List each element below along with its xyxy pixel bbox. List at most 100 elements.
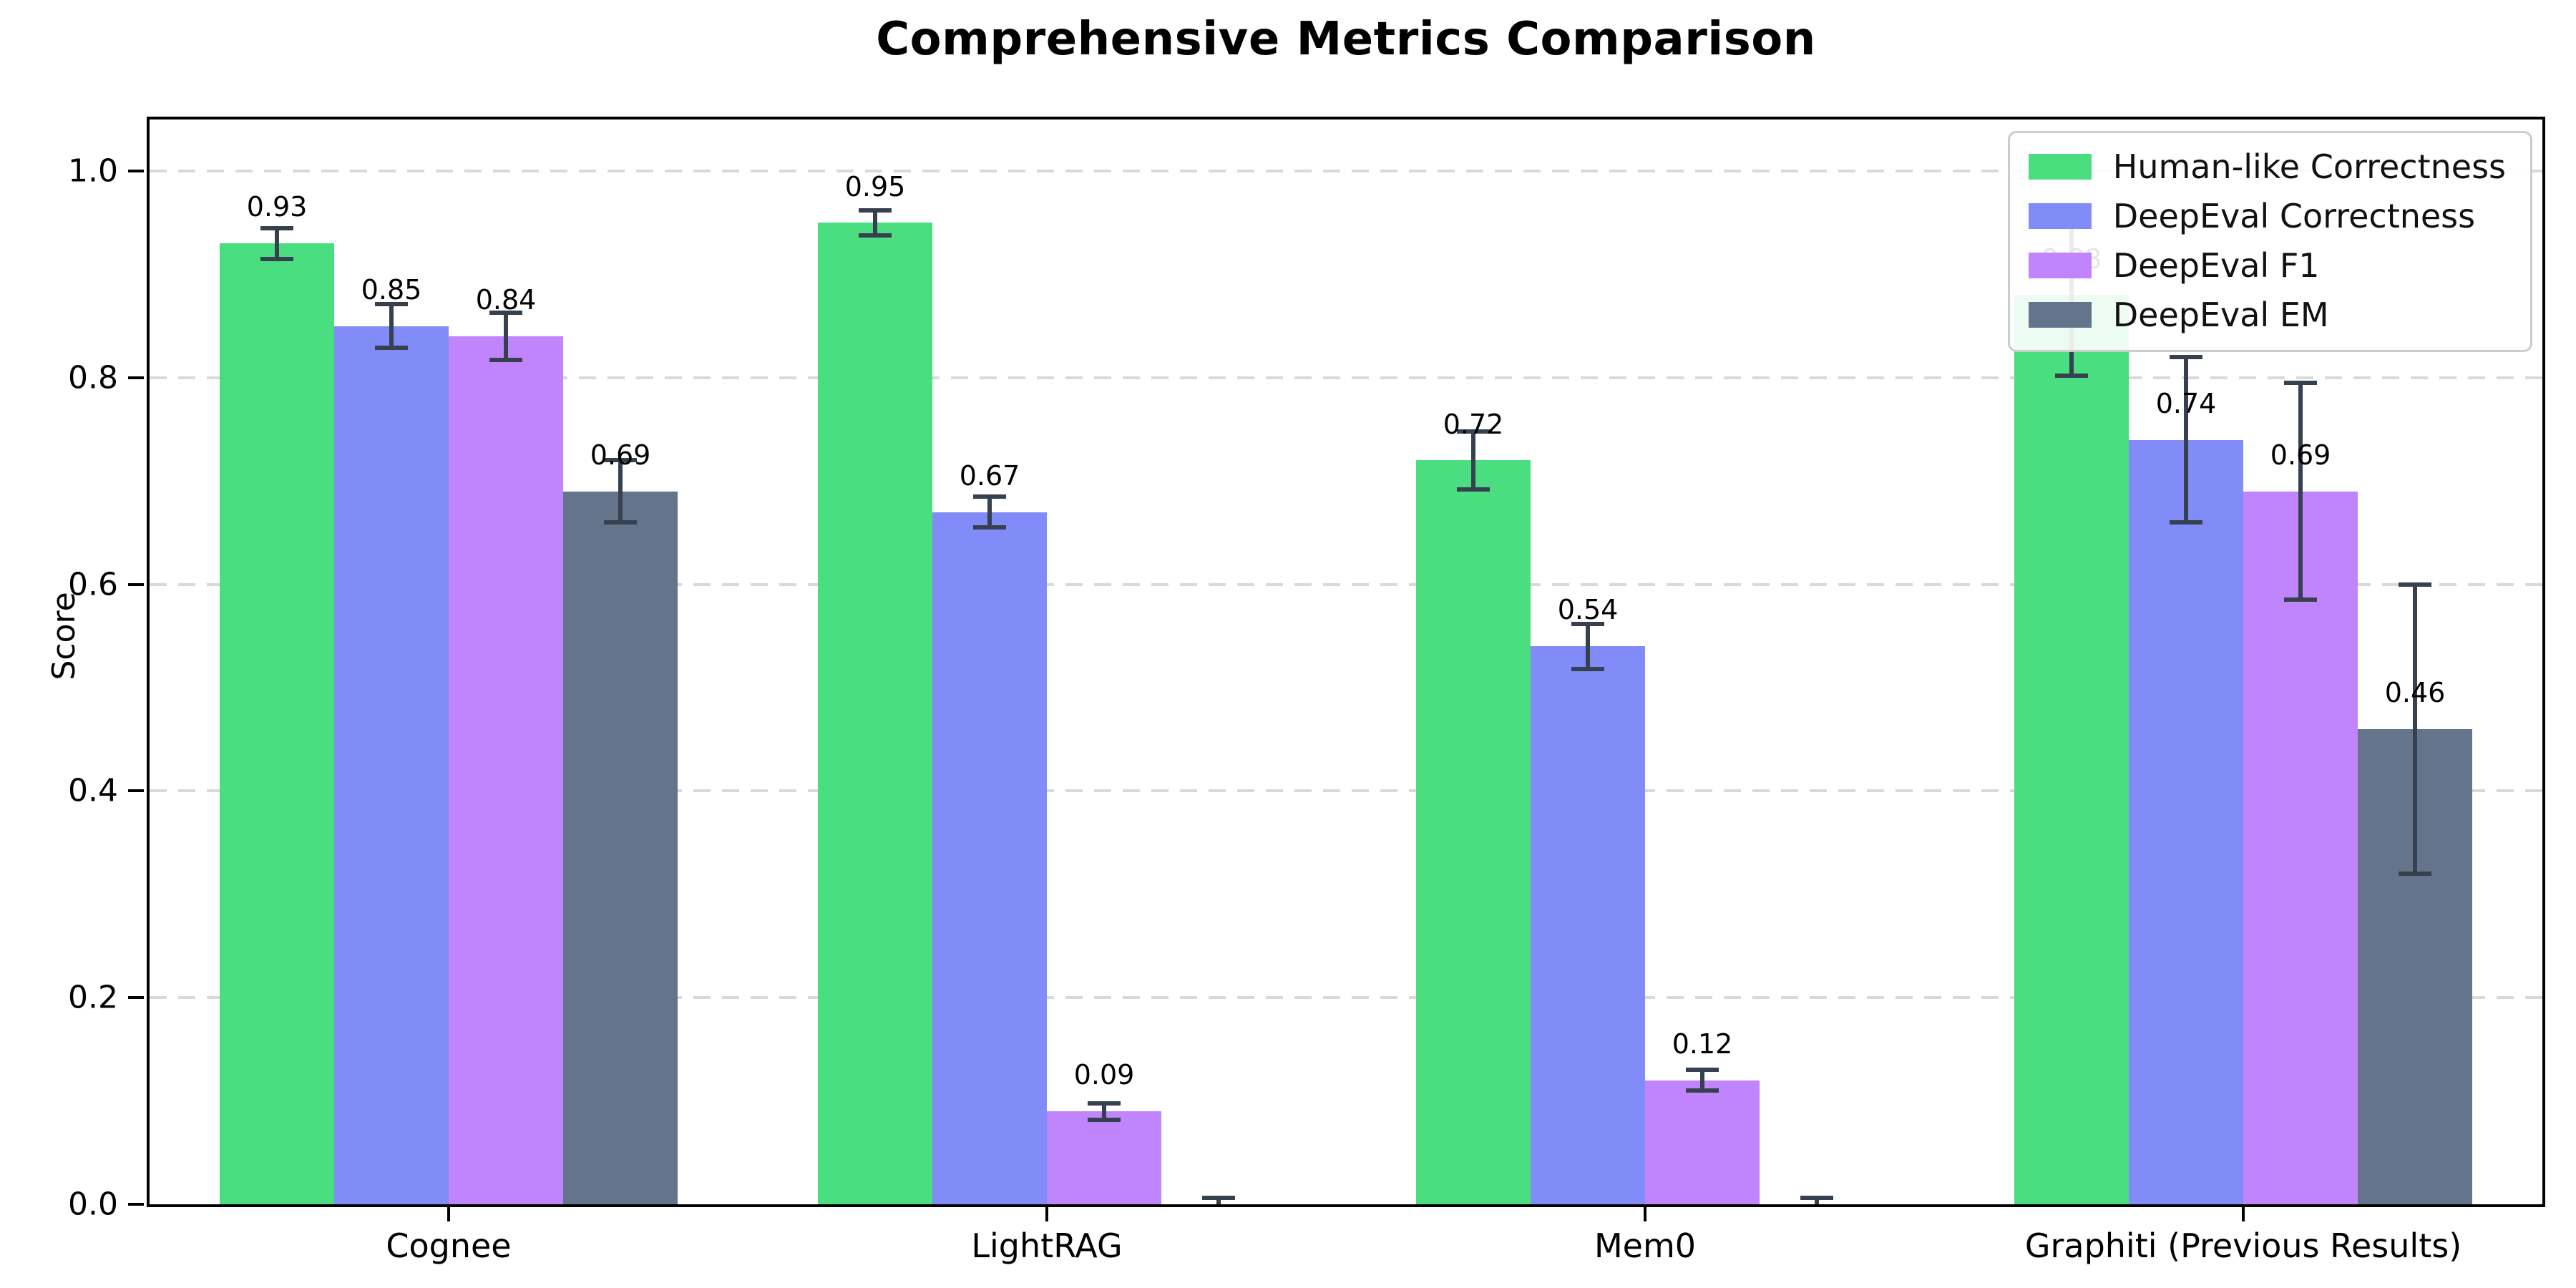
y-tick-mark [128, 996, 144, 1000]
x-tick-label-0: Cognee [386, 1226, 512, 1265]
bar-cognee-series0 [220, 243, 334, 1204]
legend-label: DeepEval EM [2112, 296, 2329, 334]
error-bar-line [2298, 383, 2303, 600]
bar-lightrag-series1 [932, 512, 1047, 1204]
gridline-0.2 [150, 996, 2542, 1000]
error-bar-cap-top [1800, 1196, 1833, 1201]
error-bar-cap-bottom [1088, 1117, 1121, 1122]
x-tick-label-3: Graphiti (Previous Results) [2024, 1226, 2462, 1265]
x-tick-label-2: Mem0 [1594, 1226, 1697, 1265]
bar-value-label: 0.46 [2384, 676, 2446, 708]
x-tick-label-1: LightRAG [971, 1226, 1123, 1265]
legend: Human-like Correctness DeepEval Correctne… [2007, 131, 2532, 352]
error-bar-line [2413, 584, 2417, 874]
legend-swatch-icon [2028, 253, 2092, 278]
error-bar-cap-bottom [375, 346, 408, 351]
error-bar-cap-top [1088, 1101, 1121, 1106]
legend-row-2: DeepEval F1 [2028, 246, 2506, 285]
y-tick-label: 0.6 [68, 566, 118, 603]
error-bar-cap-top [1686, 1068, 1719, 1073]
gridline-0.4 [150, 789, 2542, 793]
error-bar-cap-top [2399, 582, 2431, 587]
error-bar-cap-bottom [2399, 871, 2431, 876]
error-bar-cap-bottom [604, 520, 637, 525]
bar-graphiti-previous-results--series2 [2243, 491, 2358, 1204]
error-bar-cap-bottom [973, 525, 1006, 530]
y-tick-mark [128, 376, 144, 379]
x-tick-mark [1644, 1207, 1646, 1221]
plot-inner: 0.93 0.85 0.84 0.69 0.95 0.67 0.09 0.72 0.54 0.12… [150, 119, 2542, 1204]
bar-value-label: 0.69 [590, 439, 651, 471]
error-bar-line [275, 228, 279, 259]
y-axis-label: Score [46, 592, 83, 680]
bar-lightrag-series2 [1047, 1111, 1161, 1204]
bar-value-label: 0.09 [1073, 1059, 1135, 1091]
error-bar-cap-bottom [2284, 597, 2317, 602]
error-bar-cap-bottom [2170, 520, 2202, 525]
error-bar-cap-top [1571, 621, 1604, 626]
error-bar-cap-top [2284, 381, 2317, 386]
bar-value-label: 0.12 [1672, 1028, 1733, 1060]
error-bar-cap-top [604, 458, 637, 463]
bar-graphiti-previous-results--series0 [2014, 295, 2129, 1204]
legend-row-1: DeepEval Correctness [2028, 197, 2506, 235]
bar-value-label: 0.84 [475, 284, 537, 316]
y-tick-mark [128, 582, 144, 586]
error-bar-cap-bottom [1457, 487, 1490, 492]
bar-mem0-series1 [1531, 646, 1645, 1204]
legend-swatch-icon [2028, 154, 2092, 180]
legend-row-3: DeepEval EM [2028, 296, 2506, 334]
gridline-0.6 [150, 582, 2542, 586]
y-tick-mark [128, 1203, 144, 1206]
bar-value-label: 0.95 [844, 170, 906, 203]
error-bar-cap-bottom [260, 256, 293, 261]
y-tick-label: 0.0 [68, 1186, 118, 1223]
error-bar-line [389, 304, 394, 348]
legend-label: DeepEval Correctness [2112, 197, 2476, 235]
error-bar-line [618, 460, 623, 523]
bar-value-label: 0.54 [1557, 594, 1619, 626]
error-bar-line [2184, 357, 2188, 523]
x-tick-mark [2242, 1207, 2245, 1221]
bar-value-label: 0.85 [361, 273, 422, 306]
error-bar-line [1102, 1103, 1106, 1120]
bar-graphiti-previous-results--series1 [2129, 439, 2243, 1204]
y-tick-label: 0.2 [68, 979, 118, 1016]
error-bar-cap-top [859, 208, 892, 213]
bar-cognee-series1 [334, 326, 449, 1204]
bar-mem0-series2 [1645, 1080, 1760, 1204]
error-bar-cap-bottom [1686, 1088, 1719, 1093]
error-bar-cap-top [260, 225, 293, 230]
error-bar-cap-top [1202, 1196, 1235, 1201]
error-bar-cap-bottom [1571, 667, 1604, 672]
error-bar-cap-top [489, 311, 522, 315]
bar-value-label: 0.72 [1443, 408, 1504, 440]
error-bar-line [1815, 1198, 1819, 1204]
y-tick-label: 0.8 [68, 359, 118, 396]
error-bar-line [504, 313, 508, 361]
legend-swatch-icon [2028, 203, 2092, 229]
bar-cognee-series3 [563, 491, 678, 1204]
bar-cognee-series2 [449, 336, 563, 1204]
y-tick-label: 0.4 [68, 772, 118, 809]
gridline-1.0 [150, 170, 2542, 173]
error-bar-line [1586, 623, 1590, 670]
plot-area: 0.93 0.85 0.84 0.69 0.95 0.67 0.09 0.72 0.54 0.12… [147, 117, 2545, 1207]
bar-lightrag-series0 [818, 223, 932, 1204]
bar-value-label: 0.93 [246, 191, 308, 223]
bar-value-label: 0.69 [2270, 439, 2331, 471]
x-tick-mark [1045, 1207, 1048, 1221]
error-bar-line [1216, 1198, 1221, 1204]
error-bar-line [873, 210, 877, 235]
x-tick-mark [447, 1207, 450, 1221]
bar-value-label: 0.74 [2155, 387, 2217, 419]
error-bar-line [1471, 431, 1475, 489]
bar-value-label: 0.67 [959, 459, 1020, 492]
error-bar-cap-top [2170, 355, 2202, 360]
legend-swatch-icon [2028, 302, 2092, 328]
y-tick-mark [128, 789, 144, 793]
legend-label: DeepEval F1 [2112, 246, 2320, 285]
error-bar-cap-bottom [489, 358, 522, 363]
bar-mem0-series0 [1416, 460, 1531, 1204]
